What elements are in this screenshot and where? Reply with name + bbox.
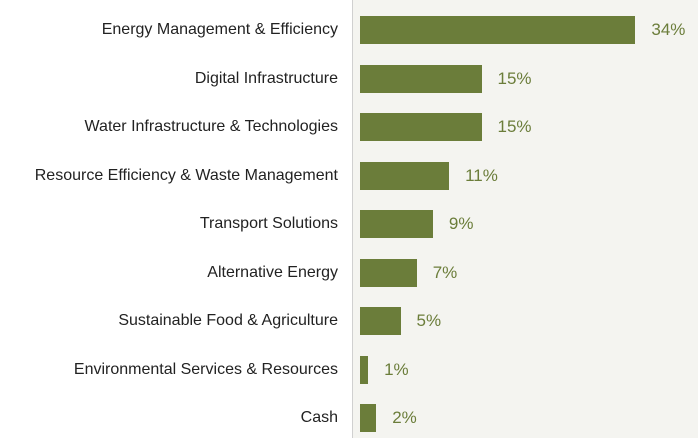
category-text: Energy Management & Efficiency <box>101 21 338 38</box>
value-label: 9% <box>448 214 474 233</box>
value-label: 11% <box>465 165 498 185</box>
category-label: Sustainable Food & Agriculture <box>118 311 338 331</box>
category-label: Water Infrastructure & Technologies <box>85 117 338 137</box>
bar <box>360 355 369 384</box>
bar <box>360 258 417 287</box>
value-label: 15% <box>497 117 532 136</box>
category-label: Alternative Energy <box>207 263 338 283</box>
category-text: Digital Infrastructure <box>194 69 338 87</box>
bar <box>360 210 433 238</box>
category-label: Energy Management & Efficiency <box>102 20 338 40</box>
category-label: Environmental Services & Resources <box>74 360 338 380</box>
category-label: Resource Efficiency & Waste Management <box>35 166 338 186</box>
category-label: Transport Solutions <box>200 214 338 234</box>
category-text: Resource Efficiency & Waste Management <box>34 166 338 184</box>
category-text: Transport Solutions <box>199 215 338 232</box>
category-label: Cash <box>301 408 338 428</box>
bar <box>360 113 482 141</box>
category-text: Cash <box>300 409 338 426</box>
bar <box>360 16 636 44</box>
category-text: Sustainable Food & Agriculture <box>118 312 338 329</box>
category-label: Digital Infrastructure <box>195 69 338 89</box>
bar <box>360 404 377 432</box>
bar <box>360 64 482 93</box>
value-label: 15% <box>497 68 532 88</box>
value-label: 5% <box>416 311 442 330</box>
category-text: Alternative Energy <box>207 263 338 281</box>
value-label: 1% <box>384 359 409 379</box>
bar <box>360 161 450 190</box>
category-text: Environmental Services & Resources <box>73 360 338 378</box>
value-label: 34% <box>651 20 686 39</box>
axis-line <box>352 0 353 438</box>
value-label: 7% <box>432 262 458 282</box>
value-label: 2% <box>392 408 417 427</box>
category-text: Water Infrastructure & Technologies <box>84 118 338 135</box>
bar <box>360 307 401 335</box>
